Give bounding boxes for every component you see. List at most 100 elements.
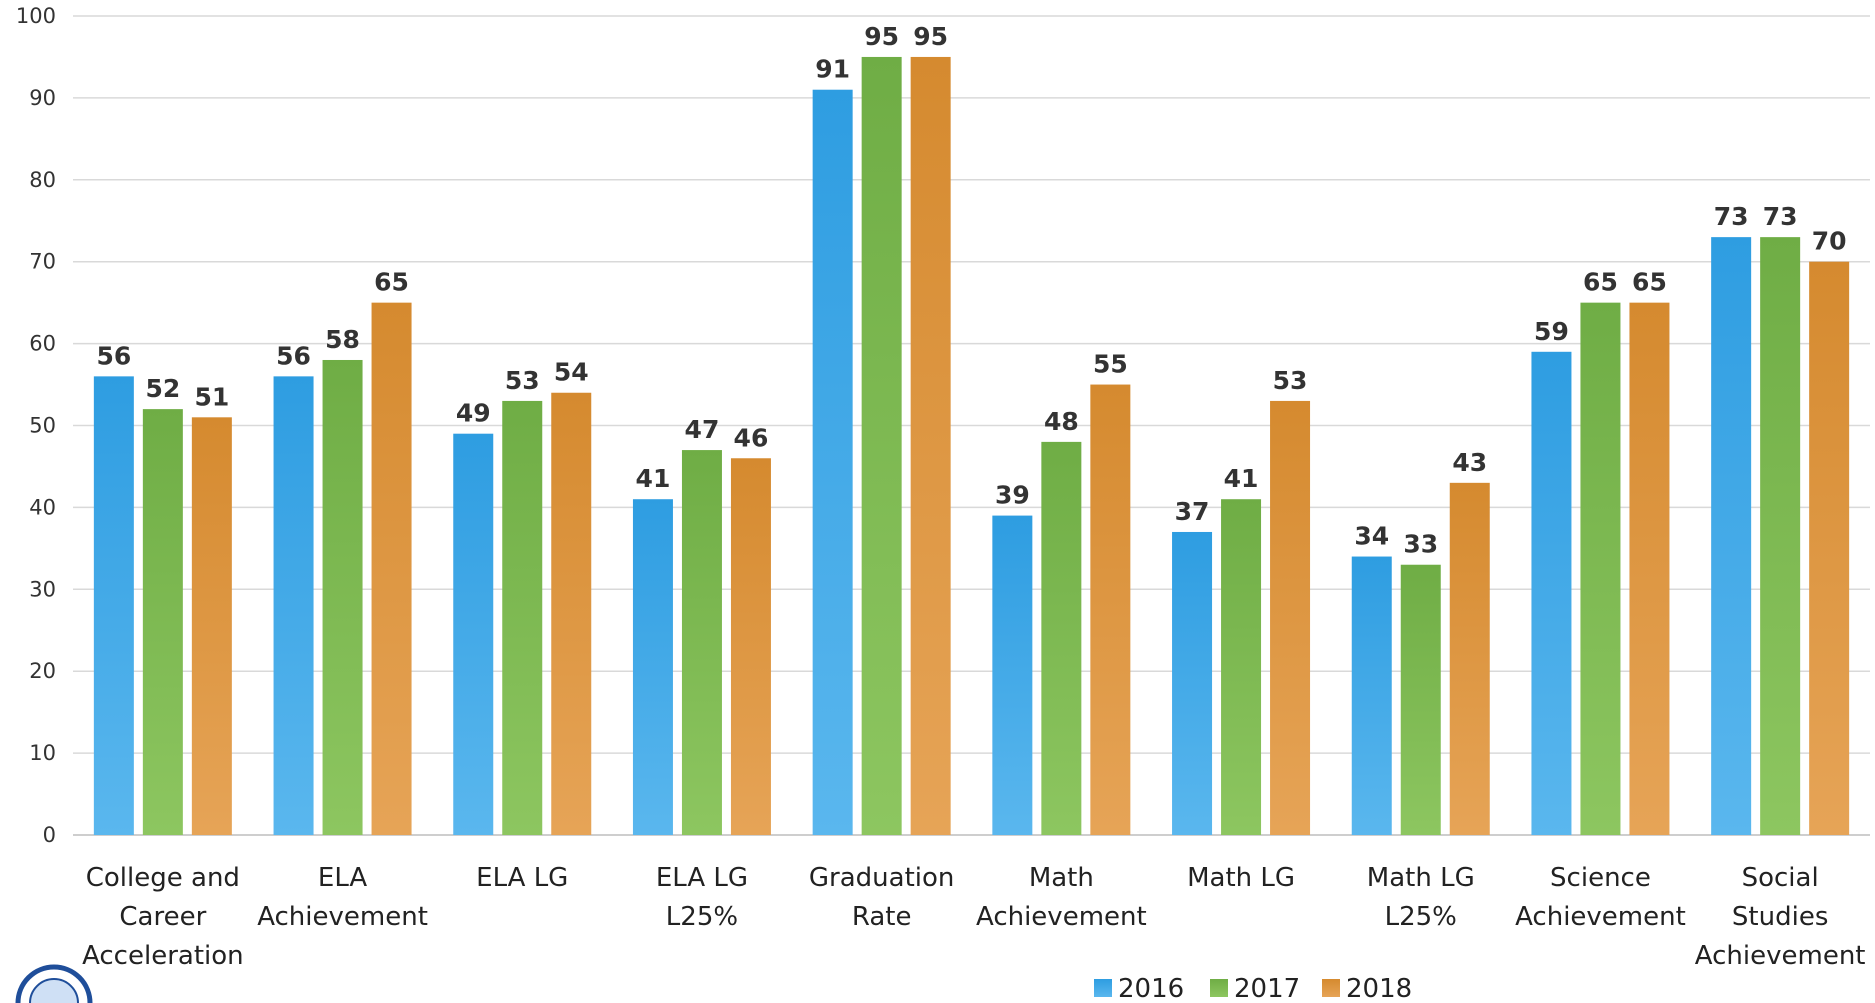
- data-label: 37: [1175, 497, 1210, 526]
- y-tick-label: 70: [29, 250, 56, 274]
- data-label: 43: [1452, 448, 1487, 477]
- data-labels: 56 52 51 56 58 65 49 53 54 41 47 46 91 95 95 39 48 55 37 41…: [96, 22, 1846, 559]
- data-label: 47: [685, 415, 720, 444]
- legend-label: 2016: [1118, 974, 1184, 1003]
- x-tick-label: Achievement: [257, 902, 428, 932]
- legend-swatch: [1094, 979, 1112, 997]
- x-tick-label: Graduation: [809, 863, 955, 893]
- y-tick-label: 50: [29, 414, 56, 438]
- bar-2018: [1629, 302, 1670, 835]
- bar-2018: [910, 56, 951, 835]
- data-label: 65: [1632, 268, 1667, 297]
- x-tick-label: ELA LG: [656, 863, 748, 893]
- data-label: 73: [1714, 202, 1749, 231]
- y-tick-label: 10: [29, 741, 56, 765]
- x-tick-label: ELA: [318, 863, 368, 893]
- bar-2016: [632, 499, 673, 835]
- legend-label: 2017: [1234, 974, 1300, 1003]
- x-tick-label: College and: [86, 863, 240, 893]
- data-label: 55: [1093, 350, 1128, 379]
- y-axis-ticks: 0 10 20 30 40 50 60 70 80 90 100: [16, 4, 56, 847]
- x-tick-label: Acceleration: [82, 941, 244, 971]
- bar-2017: [1580, 302, 1621, 835]
- bar-2016: [1172, 531, 1213, 835]
- bar-2016: [453, 433, 494, 835]
- legend-swatch: [1210, 979, 1228, 997]
- y-tick-label: 20: [29, 659, 56, 683]
- bar-2017: [322, 359, 363, 835]
- data-label: 70: [1812, 227, 1847, 256]
- legend: 2016 2017 2018: [1094, 974, 1412, 1003]
- bar-2016: [1531, 351, 1572, 835]
- x-axis-ticks: College and Career Acceleration ELA Achievem…: [82, 863, 1865, 971]
- legend-label: 2018: [1346, 974, 1412, 1003]
- data-label: 95: [913, 22, 948, 51]
- bar-2017: [1041, 441, 1082, 835]
- bar-2016: [992, 515, 1033, 835]
- data-label: 39: [995, 481, 1030, 510]
- bar-2017: [861, 56, 902, 835]
- bar-2016: [812, 89, 853, 835]
- legend-swatch: [1322, 979, 1340, 997]
- bar-2017: [1221, 499, 1262, 835]
- data-label: 58: [325, 325, 360, 354]
- data-label: 65: [1583, 268, 1618, 297]
- x-tick-label: Rate: [852, 902, 912, 932]
- data-label: 52: [145, 374, 180, 403]
- y-tick-label: 90: [29, 86, 56, 110]
- data-label: 65: [374, 268, 409, 297]
- y-tick-label: 60: [29, 332, 56, 356]
- bar-2016: [1351, 556, 1392, 835]
- bar-2018: [371, 302, 412, 835]
- data-label: 51: [194, 382, 229, 411]
- data-label: 34: [1354, 522, 1389, 551]
- x-tick-label: Achievement: [1515, 902, 1686, 932]
- bar-2018: [1809, 261, 1850, 835]
- data-label: 49: [456, 399, 491, 428]
- data-label: 56: [276, 341, 311, 370]
- data-label: 33: [1403, 530, 1438, 559]
- y-tick-label: 100: [16, 4, 56, 28]
- data-label: 95: [864, 22, 899, 51]
- data-label: 91: [815, 55, 850, 84]
- y-tick-label: 80: [29, 168, 56, 192]
- data-label: 41: [636, 464, 671, 493]
- x-tick-label: Social: [1742, 863, 1819, 893]
- bar-2017: [142, 409, 183, 835]
- x-tick-label: L25%: [666, 902, 738, 932]
- data-label: 56: [96, 341, 131, 370]
- data-label: 53: [505, 366, 540, 395]
- bar-2018: [1270, 400, 1311, 835]
- x-tick-label: Career: [119, 902, 206, 932]
- bar-2017: [1760, 237, 1801, 835]
- logo-seal: [15, 964, 93, 1003]
- data-label: 46: [734, 423, 769, 452]
- bar-2018: [191, 417, 232, 835]
- bar-2016: [1711, 237, 1752, 835]
- x-tick-label: Math LG: [1187, 863, 1295, 893]
- bar-2016: [273, 376, 314, 835]
- bar-2018: [1449, 482, 1490, 835]
- x-tick-label: L25%: [1385, 902, 1457, 932]
- data-label: 59: [1534, 317, 1569, 346]
- x-tick-label: Achievement: [976, 902, 1147, 932]
- x-tick-label: Achievement: [1695, 941, 1866, 971]
- bar-2017: [681, 450, 722, 835]
- x-tick-label: Studies: [1732, 902, 1828, 932]
- x-tick-label: Math: [1029, 863, 1094, 893]
- bar-2017: [1400, 564, 1441, 835]
- bar-2018: [551, 392, 592, 835]
- bars: [93, 56, 1850, 835]
- data-label: 53: [1273, 366, 1308, 395]
- y-tick-label: 30: [29, 577, 56, 601]
- data-label: 54: [554, 358, 589, 387]
- bar-2018: [730, 458, 771, 835]
- data-label: 73: [1763, 202, 1798, 231]
- x-tick-label: Math LG: [1367, 863, 1475, 893]
- data-label: 41: [1224, 464, 1259, 493]
- y-tick-label: 40: [29, 495, 56, 519]
- x-tick-label: ELA LG: [476, 863, 568, 893]
- data-label: 48: [1044, 407, 1079, 436]
- bar-2017: [502, 400, 543, 835]
